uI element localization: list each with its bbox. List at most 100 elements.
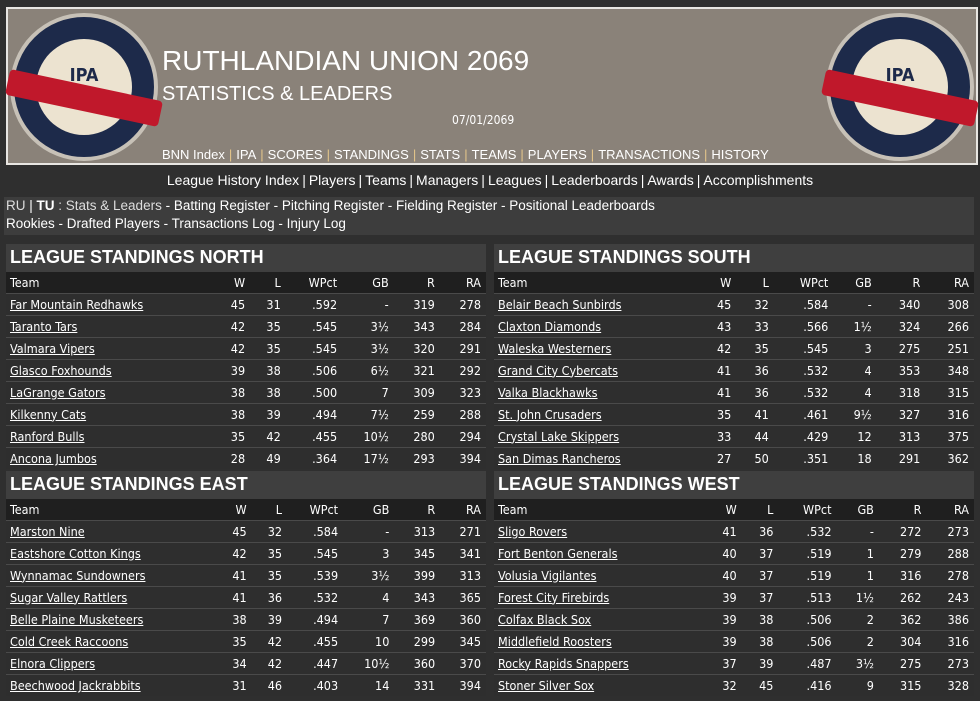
team-link[interactable]: Cold Creek Raccoons xyxy=(10,633,129,649)
column-header-w[interactable]: W xyxy=(216,499,252,520)
history-link-accomplishments[interactable]: Accomplishments xyxy=(703,172,814,188)
column-header-wpct[interactable]: WPct xyxy=(773,272,834,293)
team-link[interactable]: Claxton Diamonds xyxy=(498,318,602,334)
subnav-link-injury-log[interactable]: Injury Log xyxy=(286,216,346,231)
column-header-team[interactable]: Team xyxy=(6,272,215,293)
history-link-league-history-index[interactable]: League History Index xyxy=(166,172,300,188)
team-link[interactable]: Rocky Rapids Snappers xyxy=(498,655,629,671)
cell-wpct: .461 xyxy=(773,402,834,425)
team-link[interactable]: Glasco Foxhounds xyxy=(10,362,112,378)
subnav-link-drafted-players[interactable]: Drafted Players xyxy=(66,216,160,231)
column-header-ra[interactable]: RA xyxy=(439,272,486,293)
nav-link-standings[interactable]: STANDINGS xyxy=(333,147,409,162)
subnav-link-batting-register[interactable]: Batting Register xyxy=(173,198,270,213)
cell-w: 43 xyxy=(698,314,737,337)
history-link-leagues[interactable]: Leagues xyxy=(487,172,542,188)
column-header-team[interactable]: Team xyxy=(494,272,699,293)
team-link[interactable]: Kilkenny Cats xyxy=(10,406,87,422)
column-header-r[interactable]: R xyxy=(393,272,440,293)
subnav-link-fielding-register[interactable]: Fielding Register xyxy=(395,198,498,213)
team-link[interactable]: Crystal Lake Skippers xyxy=(498,428,620,444)
column-header-l[interactable]: L xyxy=(251,499,288,520)
team-link[interactable]: St. John Crusaders xyxy=(498,406,602,422)
column-header-w[interactable]: W xyxy=(704,499,742,520)
cell-gb: 3½ xyxy=(343,563,395,586)
team-link[interactable]: Elnora Clippers xyxy=(10,655,96,671)
team-link[interactable]: Wynnamac Sundowners xyxy=(10,567,146,583)
nav-link-history[interactable]: HISTORY xyxy=(711,147,769,162)
cell-ra: 365 xyxy=(440,585,486,608)
nav-link-ipa[interactable]: IPA xyxy=(236,147,257,162)
cell-l: 41 xyxy=(736,402,774,425)
team-link[interactable]: Eastshore Cotton Kings xyxy=(10,545,141,561)
column-header-gb[interactable]: GB xyxy=(836,499,879,520)
cell-l: 42 xyxy=(251,629,288,652)
cell-w: 40 xyxy=(704,541,742,564)
cell-r: 272 xyxy=(878,519,927,542)
team-link[interactable]: Stoner Silver Sox xyxy=(498,677,595,693)
team-link[interactable]: Marston Nine xyxy=(10,523,85,539)
subnav-link-transactions-log[interactable]: Transactions Log xyxy=(171,216,275,231)
column-header-l[interactable]: L xyxy=(250,272,286,293)
team-link[interactable]: Ancona Jumbos xyxy=(10,450,97,466)
subnav-link-positional-leaderboards[interactable]: Positional Leaderboards xyxy=(509,198,655,213)
team-link[interactable]: Belle Plaine Musketeers xyxy=(10,611,144,627)
cell-r: 340 xyxy=(876,292,926,315)
history-link-players[interactable]: Players xyxy=(308,172,356,188)
team-link[interactable]: Colfax Black Sox xyxy=(498,611,592,627)
subnav-link-pitching-register[interactable]: Pitching Register xyxy=(281,198,384,213)
team-link[interactable]: San Dimas Rancheros xyxy=(498,450,621,466)
team-link[interactable]: Valka Blackhawks xyxy=(498,384,598,400)
ru-link[interactable]: RU xyxy=(6,198,26,213)
column-header-ra[interactable]: RA xyxy=(926,499,974,520)
nav-link-bnn-index[interactable]: BNN Index xyxy=(162,147,225,162)
team-link[interactable]: Taranto Tars xyxy=(10,318,78,334)
team-link[interactable]: Waleska Westerners xyxy=(498,340,612,356)
team-link[interactable]: Sligo Rovers xyxy=(498,523,568,539)
cell-ra: 294 xyxy=(439,424,486,447)
column-header-wpct[interactable]: WPct xyxy=(287,499,344,520)
column-header-wpct[interactable]: WPct xyxy=(285,272,343,293)
column-header-l[interactable]: L xyxy=(741,499,779,520)
team-link[interactable]: Valmara Vipers xyxy=(10,340,95,356)
history-link-teams[interactable]: Teams xyxy=(365,172,407,188)
nav-link-transactions[interactable]: TRANSACTIONS xyxy=(598,147,701,162)
column-header-w[interactable]: W xyxy=(698,272,737,293)
column-header-r[interactable]: R xyxy=(878,499,927,520)
cell-gb: 1½ xyxy=(836,585,879,608)
column-header-gb[interactable]: GB xyxy=(343,499,395,520)
team-link[interactable]: Grand City Cybercats xyxy=(498,362,618,378)
column-header-r[interactable]: R xyxy=(876,272,926,293)
column-header-ra[interactable]: RA xyxy=(440,499,486,520)
cell-wpct: .519 xyxy=(778,563,837,586)
column-header-ra[interactable]: RA xyxy=(925,272,974,293)
team-link[interactable]: Fort Benton Generals xyxy=(498,545,618,561)
cell-w: 34 xyxy=(216,651,252,674)
subnav-link-rookies[interactable]: Rookies xyxy=(6,216,55,231)
column-header-team[interactable]: Team xyxy=(494,499,705,520)
team-link[interactable]: Forest City Firebirds xyxy=(498,589,610,605)
nav-link-scores[interactable]: SCORES xyxy=(267,147,323,162)
team-link[interactable]: Far Mountain Redhawks xyxy=(10,296,144,312)
team-link[interactable]: LaGrange Gators xyxy=(10,384,106,400)
team-link[interactable]: Ranford Bulls xyxy=(10,428,85,444)
team-link[interactable]: Middlefield Roosters xyxy=(498,633,612,649)
column-header-gb[interactable]: GB xyxy=(342,272,394,293)
team-link[interactable]: Belair Beach Sunbirds xyxy=(498,296,622,312)
column-header-gb[interactable]: GB xyxy=(833,272,877,293)
nav-link-stats[interactable]: STATS xyxy=(420,147,461,162)
history-link-awards[interactable]: Awards xyxy=(647,172,694,188)
column-header-w[interactable]: W xyxy=(214,272,251,293)
history-link-leaderboards[interactable]: Leaderboards xyxy=(551,172,638,188)
team-link[interactable]: Beechwood Jackrabbits xyxy=(10,677,141,693)
team-link[interactable]: Volusia Vigilantes xyxy=(498,567,597,583)
team-link[interactable]: Sugar Valley Rattlers xyxy=(10,589,128,605)
tu-link[interactable]: TU xyxy=(36,198,55,213)
column-header-l[interactable]: L xyxy=(736,272,774,293)
nav-link-teams[interactable]: TEAMS xyxy=(471,147,517,162)
column-header-wpct[interactable]: WPct xyxy=(778,499,837,520)
column-header-team[interactable]: Team xyxy=(6,499,217,520)
history-link-managers[interactable]: Managers xyxy=(416,172,479,188)
column-header-r[interactable]: R xyxy=(394,499,441,520)
nav-link-players[interactable]: PLAYERS xyxy=(527,147,587,162)
